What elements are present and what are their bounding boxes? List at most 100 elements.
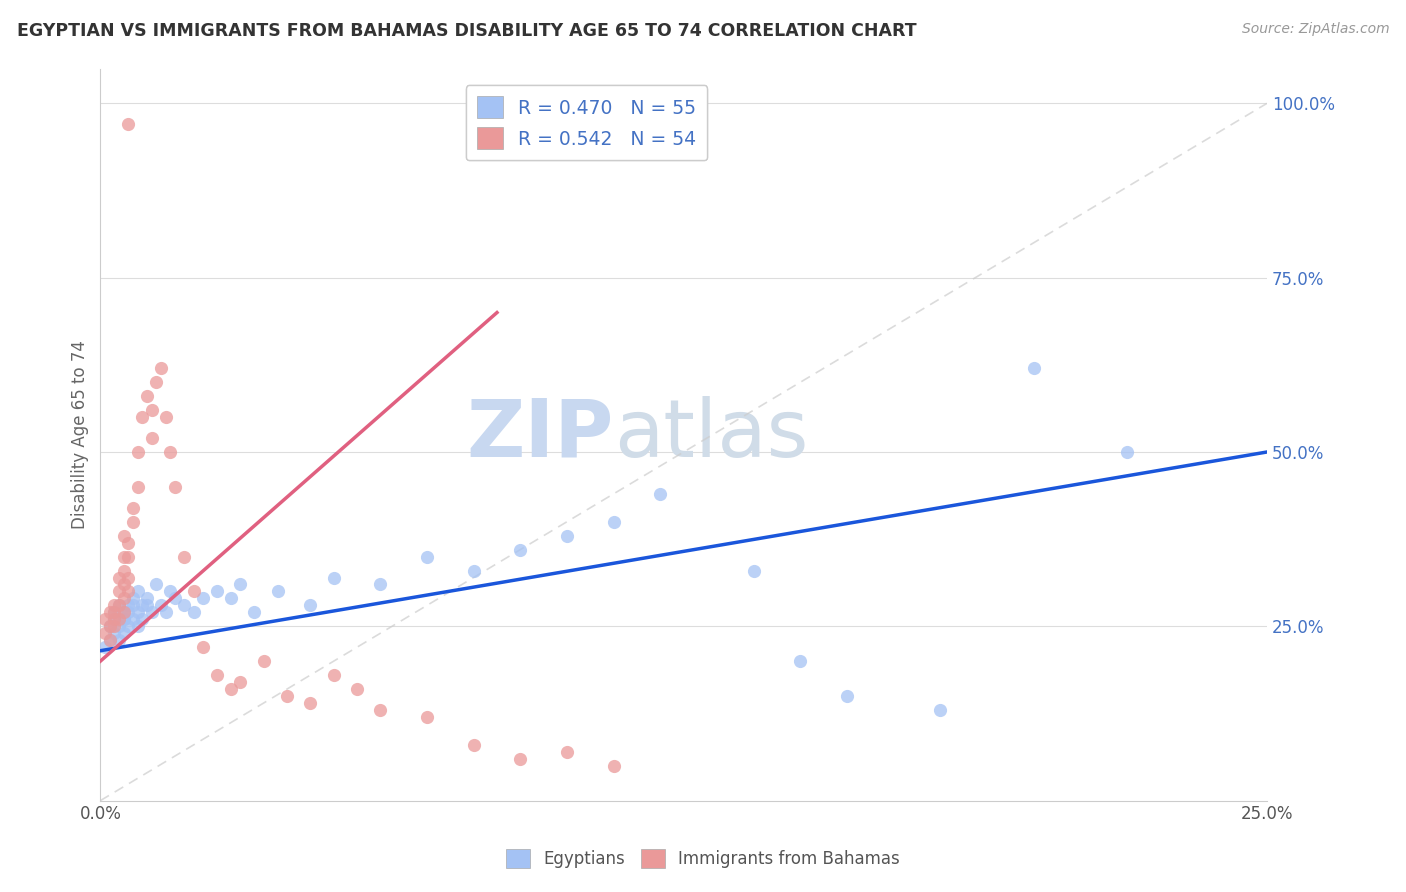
Point [122,500,145,515]
Point [183,606,205,620]
Point [299,696,322,710]
Point [122,612,145,626]
Point [127,619,149,633]
Point [112,612,135,626]
Point [117,606,139,620]
Point [131,612,153,626]
Point [117,117,139,131]
Point [98,619,121,633]
Point [112,549,135,564]
Point [509,542,531,557]
Point [112,591,135,606]
Text: Source: ZipAtlas.com: Source: ZipAtlas.com [1241,22,1389,37]
Point [1022,361,1045,376]
Point [112,606,135,620]
Point [117,619,139,633]
Point [141,606,163,620]
Point [127,445,149,459]
Point [555,745,578,759]
Point [127,606,149,620]
Point [416,549,439,564]
Point [150,361,173,376]
Point [155,606,177,620]
Point [112,577,135,591]
Point [94,626,117,640]
Legend: R = 0.470   N = 55, R = 0.542   N = 54: R = 0.470 N = 55, R = 0.542 N = 54 [465,86,707,161]
Point [183,584,205,599]
Point [229,577,252,591]
Point [835,689,858,703]
Text: EGYPTIAN VS IMMIGRANTS FROM BAHAMAS DISABILITY AGE 65 TO 74 CORRELATION CHART: EGYPTIAN VS IMMIGRANTS FROM BAHAMAS DISA… [17,22,917,40]
Point [205,584,228,599]
Point [141,431,163,445]
Point [117,535,139,549]
Point [108,633,131,648]
Point [117,599,139,613]
Point [1116,445,1139,459]
Point [108,619,131,633]
Point [322,668,344,682]
Point [145,376,167,390]
Point [602,515,624,529]
Point [117,549,139,564]
Point [103,606,125,620]
Point [191,640,214,655]
Point [131,599,153,613]
Point [602,758,624,772]
Point [346,681,368,696]
Legend: Egyptians, Immigrants from Bahamas: Egyptians, Immigrants from Bahamas [499,842,907,875]
Point [98,633,121,648]
Point [742,564,765,578]
Point [266,584,288,599]
Point [117,570,139,584]
Point [117,584,139,599]
Point [416,710,439,724]
Point [368,703,391,717]
Point [173,599,195,613]
Point [122,515,145,529]
Point [555,529,578,543]
Point [322,570,344,584]
Point [141,403,163,417]
Point [368,577,391,591]
Point [122,591,145,606]
Point [136,389,159,403]
Point [112,612,135,626]
Point [136,599,159,613]
Point [103,606,125,620]
Point [205,668,228,682]
Point [98,633,121,648]
Point [229,675,252,690]
Point [163,480,186,494]
Point [103,599,125,613]
Point [509,752,531,766]
Point [103,612,125,626]
Point [789,654,811,668]
Point [219,681,242,696]
Point [98,606,121,620]
Point [219,591,242,606]
Point [650,487,672,501]
Text: ZIP: ZIP [467,395,613,474]
Point [253,654,276,668]
Point [94,640,117,655]
Point [145,577,167,591]
Point [108,599,131,613]
Point [103,619,125,633]
Point [112,606,135,620]
Point [127,480,149,494]
Point [112,626,135,640]
Point [112,529,135,543]
Point [112,564,135,578]
Point [243,606,266,620]
Point [159,445,181,459]
Point [276,689,298,703]
Point [150,599,173,613]
Point [98,619,121,633]
Point [103,612,125,626]
Point [108,612,131,626]
Point [463,564,485,578]
Point [163,591,186,606]
Point [127,584,149,599]
Point [159,584,181,599]
